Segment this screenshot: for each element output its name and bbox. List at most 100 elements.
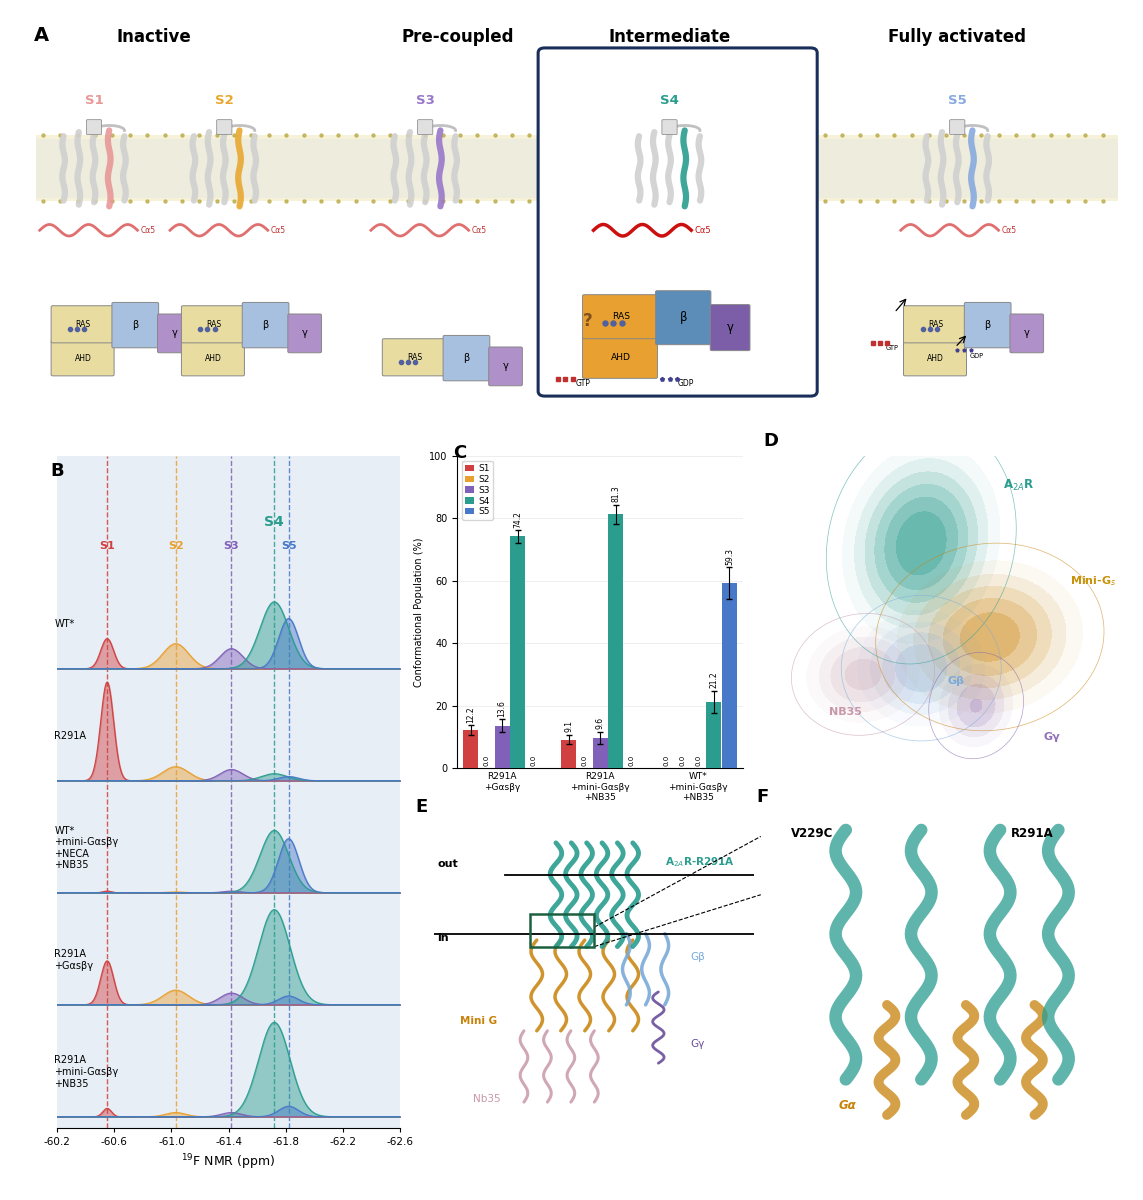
Text: 0.0: 0.0 [483, 755, 489, 767]
Text: RAS: RAS [612, 312, 630, 322]
Text: S4: S4 [660, 94, 679, 107]
Legend: S1, S2, S3, S4, S5: S1, S2, S3, S4, S5 [462, 461, 493, 520]
Text: S1: S1 [85, 94, 103, 107]
FancyBboxPatch shape [51, 341, 114, 376]
Text: AHD: AHD [927, 354, 944, 362]
Text: β: β [679, 311, 687, 324]
Text: RAS: RAS [206, 319, 221, 329]
Bar [510, 536, 526, 768]
Bar [722, 583, 737, 768]
Bar [706, 702, 721, 768]
Text: Gγ: Gγ [1044, 732, 1060, 742]
Text: 12.2: 12.2 [466, 706, 475, 722]
Text: Gα: Gα [839, 1098, 857, 1111]
Text: R291A
+mini-Gαsβγ
+NB35: R291A +mini-Gαsβγ +NB35 [54, 1056, 119, 1088]
Text: RAS: RAS [75, 319, 90, 329]
Text: Intermediate: Intermediate [608, 28, 730, 46]
Text: R291A
+Gαsβγ: R291A +Gαsβγ [54, 949, 94, 971]
Text: Mini-G$_s$: Mini-G$_s$ [1070, 574, 1117, 588]
FancyBboxPatch shape [903, 341, 967, 376]
Text: R291A: R291A [1010, 827, 1053, 840]
Bar [561, 739, 576, 768]
Text: 0.0: 0.0 [695, 755, 701, 767]
FancyBboxPatch shape [583, 336, 657, 378]
FancyBboxPatch shape [242, 302, 289, 348]
Text: AHD: AHD [74, 354, 91, 362]
Text: 21.2: 21.2 [710, 672, 718, 689]
Text: Cα5: Cα5 [141, 226, 155, 235]
Text: Pre-coupled: Pre-coupled [401, 28, 514, 46]
Text: NB35: NB35 [829, 707, 862, 716]
Text: RAS: RAS [407, 353, 422, 361]
FancyBboxPatch shape [903, 306, 967, 343]
Text: AHD: AHD [205, 354, 222, 362]
Text: 0.0: 0.0 [679, 755, 686, 767]
FancyBboxPatch shape [182, 306, 245, 343]
Text: Nb35: Nb35 [473, 1094, 501, 1104]
FancyBboxPatch shape [583, 295, 657, 338]
Text: 9.6: 9.6 [596, 718, 605, 730]
X-axis label: $^{19}$F NMR (ppm): $^{19}$F NMR (ppm) [182, 1152, 275, 1172]
Text: Gβ: Gβ [948, 676, 964, 685]
Text: β: β [984, 320, 991, 330]
FancyBboxPatch shape [37, 136, 1118, 202]
Text: GDP: GDP [678, 379, 694, 389]
Text: WT*
+mini-Gαsβγ
+NECA
+NB35: WT* +mini-Gαsβγ +NECA +NB35 [54, 826, 119, 870]
Text: Inactive: Inactive [117, 28, 191, 46]
Text: S4: S4 [264, 515, 285, 529]
Text: AHD: AHD [610, 353, 631, 361]
FancyBboxPatch shape [1010, 314, 1044, 353]
Y-axis label: Conformational Population (%): Conformational Population (%) [414, 538, 424, 686]
Text: S3: S3 [224, 541, 239, 551]
Text: GDP: GDP [969, 353, 984, 359]
Text: A$_{2A}$R-R291A: A$_{2A}$R-R291A [665, 856, 735, 869]
FancyBboxPatch shape [112, 302, 159, 348]
Text: 0.0: 0.0 [629, 755, 634, 767]
Text: 74.2: 74.2 [513, 511, 522, 528]
Text: γ: γ [302, 329, 307, 338]
FancyBboxPatch shape [37, 139, 1118, 198]
Text: Mini G: Mini G [459, 1016, 497, 1026]
Text: β: β [133, 320, 138, 330]
FancyBboxPatch shape [538, 48, 817, 396]
Text: γ: γ [727, 322, 734, 334]
Text: 9.1: 9.1 [565, 720, 573, 732]
Text: A: A [34, 25, 49, 44]
Text: B: B [50, 462, 64, 480]
Text: Cα5: Cα5 [472, 226, 487, 235]
Text: S2: S2 [168, 541, 184, 551]
FancyBboxPatch shape [710, 305, 750, 350]
Text: Cα5: Cα5 [271, 226, 286, 235]
Text: S3: S3 [416, 94, 434, 107]
FancyBboxPatch shape [950, 120, 965, 134]
Text: D: D [764, 432, 778, 450]
Text: S1: S1 [99, 541, 115, 551]
Text: S2: S2 [215, 94, 233, 107]
Text: V229C: V229C [791, 827, 833, 840]
Text: out: out [438, 859, 458, 869]
Text: F: F [757, 787, 769, 806]
Text: Gβ: Gβ [690, 952, 705, 961]
Text: β: β [463, 353, 470, 364]
FancyBboxPatch shape [489, 347, 522, 385]
Text: A$_{2A}$R: A$_{2A}$R [1004, 478, 1034, 493]
FancyBboxPatch shape [655, 290, 711, 344]
Text: ?: ? [583, 312, 593, 330]
Text: E: E [415, 798, 427, 816]
FancyBboxPatch shape [87, 120, 102, 134]
FancyBboxPatch shape [382, 338, 446, 376]
FancyBboxPatch shape [965, 302, 1012, 348]
Bar [495, 726, 510, 768]
Text: in: in [438, 934, 449, 943]
FancyBboxPatch shape [51, 306, 114, 343]
Text: S5: S5 [948, 94, 967, 107]
Text: Cα5: Cα5 [1001, 226, 1017, 235]
Text: S5: S5 [281, 541, 296, 551]
FancyBboxPatch shape [182, 341, 245, 376]
FancyBboxPatch shape [662, 120, 677, 134]
FancyBboxPatch shape [288, 314, 321, 353]
FancyBboxPatch shape [443, 336, 490, 380]
Text: γ: γ [1024, 329, 1030, 338]
Text: Cα5: Cα5 [695, 226, 711, 235]
Text: 0.0: 0.0 [530, 755, 536, 767]
